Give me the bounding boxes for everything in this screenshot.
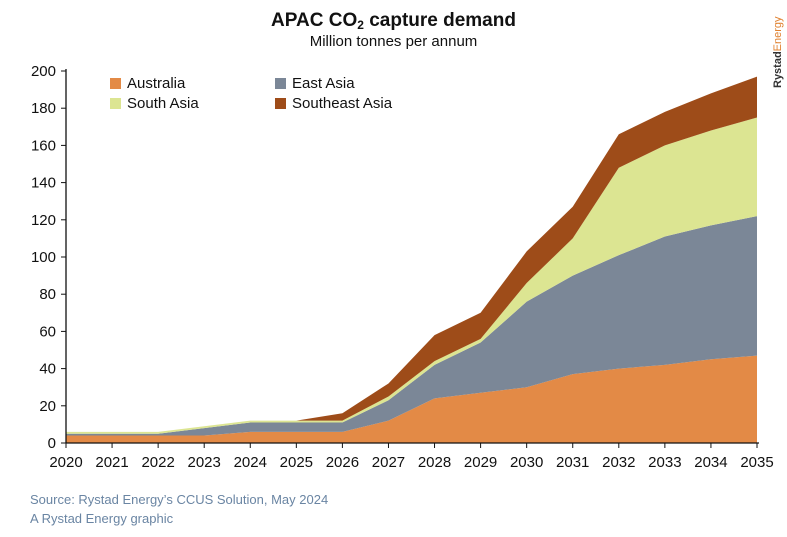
x-tick-label: 2023 [188,454,221,471]
legend-item: Southeast Asia [275,95,392,112]
legend-label: Australia [127,75,186,92]
x-tick-label: 2033 [648,454,681,471]
x-tick-label: 2032 [602,454,635,471]
legend-label: South Asia [127,95,199,112]
series-area-southeast-asia [66,76,757,432]
legend-item: Australia [110,75,185,92]
legend-label: Southeast Asia [292,95,393,112]
y-tick-label: 60 [39,323,56,340]
series-area-south-asia [66,117,757,434]
x-tick-label: 2027 [372,454,405,471]
y-tick-label: 200 [31,63,56,80]
chart-subtitle: Million tonnes per annum [309,33,478,50]
y-tick-label: 0 [48,435,56,452]
x-tick-label: 2024 [234,454,267,471]
x-tick-label: 2029 [464,454,497,471]
y-tick-label: 180 [31,100,56,117]
legend: Australia East Asia South Asia Southeast As… [110,75,450,115]
legend-swatch [275,78,286,89]
svg-text:RystadEnergy: RystadEnergy [772,16,784,88]
x-tick-label: 2031 [556,454,589,471]
legend-item: East Asia [275,75,355,92]
chart-title: APAC CO2 capture demand [271,10,516,32]
series-area-east-asia [66,216,757,436]
x-tick-label: 2034 [694,454,727,471]
legend-item: South Asia [110,95,199,112]
x-tick-label: 2020 [49,454,82,471]
credit-note: A Rystad Energy graphic [30,511,174,526]
x-tick-label: 2028 [418,454,451,471]
brand-logo: RystadEnergy [771,10,785,90]
x-tick-label: 2026 [326,454,359,471]
series-area-australia [66,355,757,443]
y-tick-label: 160 [31,137,56,154]
x-tick-label: 2030 [510,454,543,471]
y-tick-label: 100 [31,249,56,266]
y-tick-label: 80 [39,286,56,303]
legend-swatch [275,98,286,109]
x-tick-label: 2022 [141,454,174,471]
y-tick-label: 40 [39,361,56,378]
source-note: Source: Rystad Energy’s CCUS Solution, M… [30,492,329,507]
legend-label: East Asia [292,75,355,92]
y-tick-label: 140 [31,175,56,192]
x-tick-label: 2021 [95,454,128,471]
y-tick-label: 120 [31,212,56,229]
x-tick-label: 2025 [280,454,313,471]
legend-swatch [110,98,121,109]
x-tick-label: 2035 [740,454,773,471]
y-tick-label: 20 [39,398,56,415]
legend-swatch [110,78,121,89]
